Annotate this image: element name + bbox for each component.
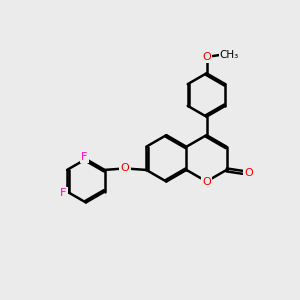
Text: O: O xyxy=(202,52,211,62)
Text: O: O xyxy=(121,164,129,173)
Text: O: O xyxy=(202,176,211,187)
Text: O: O xyxy=(244,168,253,178)
Text: F: F xyxy=(60,188,67,198)
Text: CH₃: CH₃ xyxy=(220,50,239,60)
Text: F: F xyxy=(81,152,88,162)
